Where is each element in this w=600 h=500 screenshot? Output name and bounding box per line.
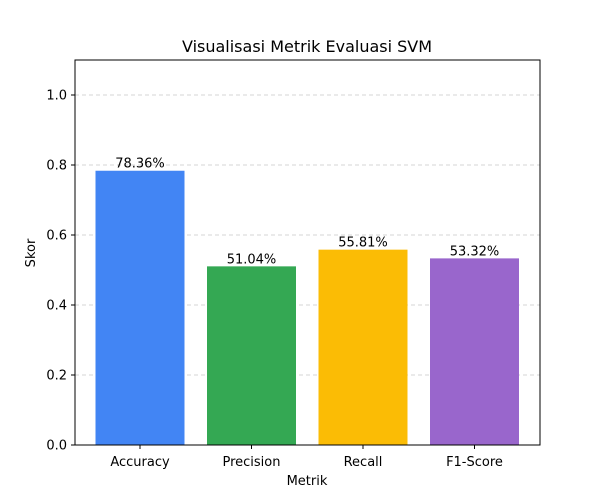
- y-tick-label: 0.0: [46, 439, 67, 454]
- bar-precision: [207, 266, 296, 445]
- y-tick-label: 0.6: [46, 229, 67, 244]
- y-tick-label: 1.0: [46, 89, 67, 104]
- bar-recall: [318, 249, 408, 445]
- x-tick-label: Recall: [344, 455, 383, 470]
- bar-accuracy: [95, 170, 185, 446]
- bar-value-label: 55.81%: [338, 236, 388, 251]
- x-axis-ticks: Accuracy Precision Recall F1-Score: [110, 445, 503, 470]
- x-tick-label: F1-Score: [446, 455, 503, 470]
- y-tick-label: 0.2: [46, 369, 67, 384]
- x-axis-label: Metrik: [287, 474, 328, 489]
- y-tick-label: 0.8: [46, 159, 67, 174]
- plot-frame: [74, 59, 541, 446]
- bar-f1-score: [430, 258, 519, 445]
- bar-value-labels: 78.36% 51.04% 55.81% 53.32%: [115, 157, 499, 268]
- y-tick-label: 0.4: [46, 299, 67, 314]
- y-axis-ticks: 0.0 0.2 0.4 0.6 0.8 1.0: [46, 89, 75, 454]
- x-tick-label: Precision: [222, 455, 280, 470]
- bar-value-label: 53.32%: [450, 244, 500, 259]
- x-tick-label: Accuracy: [110, 455, 170, 470]
- y-axis-label: Skor: [24, 238, 39, 267]
- bar-value-label: 51.04%: [227, 252, 277, 267]
- chart-title: Visualisasi Metrik Evaluasi SVM: [182, 37, 432, 56]
- bar-value-label: 78.36%: [115, 157, 165, 172]
- bars: [95, 170, 519, 446]
